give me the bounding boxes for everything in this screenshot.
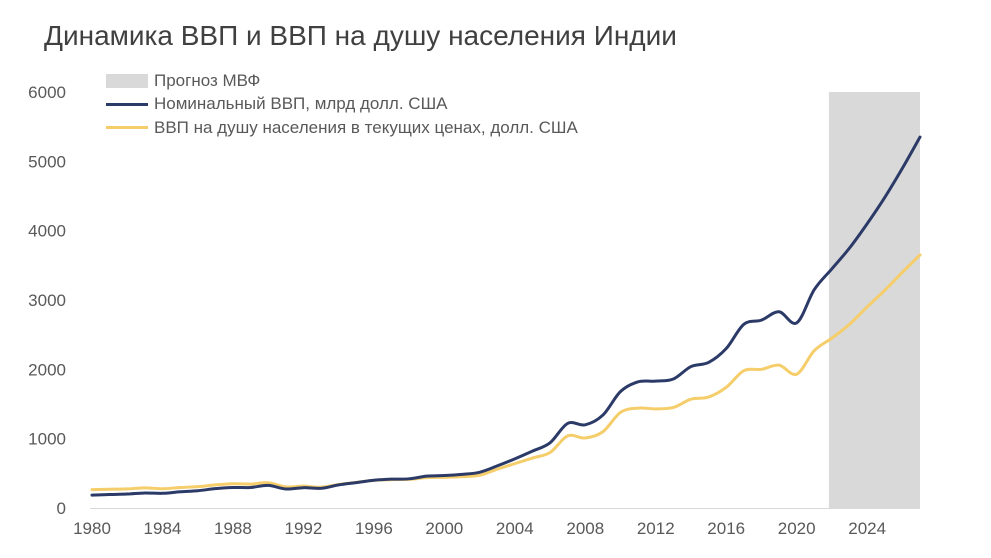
legend-label-gdp-per-capita: ВВП на душу населения в текущих ценах, д… xyxy=(154,117,578,137)
x-tick-label: 2024 xyxy=(848,519,886,538)
x-tick-label: 2004 xyxy=(496,519,534,538)
legend-swatch-gdp-per-capita xyxy=(106,126,148,130)
x-tick-label: 1992 xyxy=(284,519,322,538)
legend-label-forecast: Прогноз МВФ xyxy=(154,70,261,90)
legend-item-gdp: Номинальный ВВП, млрд долл. США xyxy=(106,93,578,117)
series-line-gdp-per-capita xyxy=(90,253,922,492)
y-tick-label: 5000 xyxy=(28,152,66,171)
y-tick-label: 2000 xyxy=(28,360,66,379)
legend-swatch-forecast xyxy=(106,73,148,88)
y-tick-label: 6000 xyxy=(28,83,66,102)
y-tick-label: 4000 xyxy=(28,222,66,241)
legend-swatch-gdp xyxy=(106,102,148,106)
x-tick-label: 2020 xyxy=(778,519,816,538)
x-tick-label: 2016 xyxy=(707,519,745,538)
y-tick-label: 1000 xyxy=(28,430,66,449)
y-tick-label: 0 xyxy=(57,499,66,518)
y-tick-label: 3000 xyxy=(28,291,66,310)
x-tick-label: 2000 xyxy=(425,519,463,538)
series-line-gdp xyxy=(90,135,922,497)
x-tick-label: 2012 xyxy=(637,519,675,538)
x-tick-label: 1984 xyxy=(144,519,182,538)
x-tick-label: 1996 xyxy=(355,519,393,538)
legend: Прогноз МВФ Номинальный ВВП, млрд долл. … xyxy=(106,69,578,140)
x-tick-label: 2008 xyxy=(566,519,604,538)
x-tick-label: 1988 xyxy=(214,519,252,538)
legend-label-gdp: Номинальный ВВП, млрд долл. США xyxy=(154,94,448,114)
legend-item-gdp-per-capita: ВВП на душу населения в текущих ценах, д… xyxy=(106,116,578,140)
chart-title: Динамика ВВП и ВВП на душу населения Инд… xyxy=(44,20,677,51)
legend-item-forecast: Прогноз МВФ xyxy=(106,69,578,93)
x-tick-label: 1980 xyxy=(73,519,111,538)
